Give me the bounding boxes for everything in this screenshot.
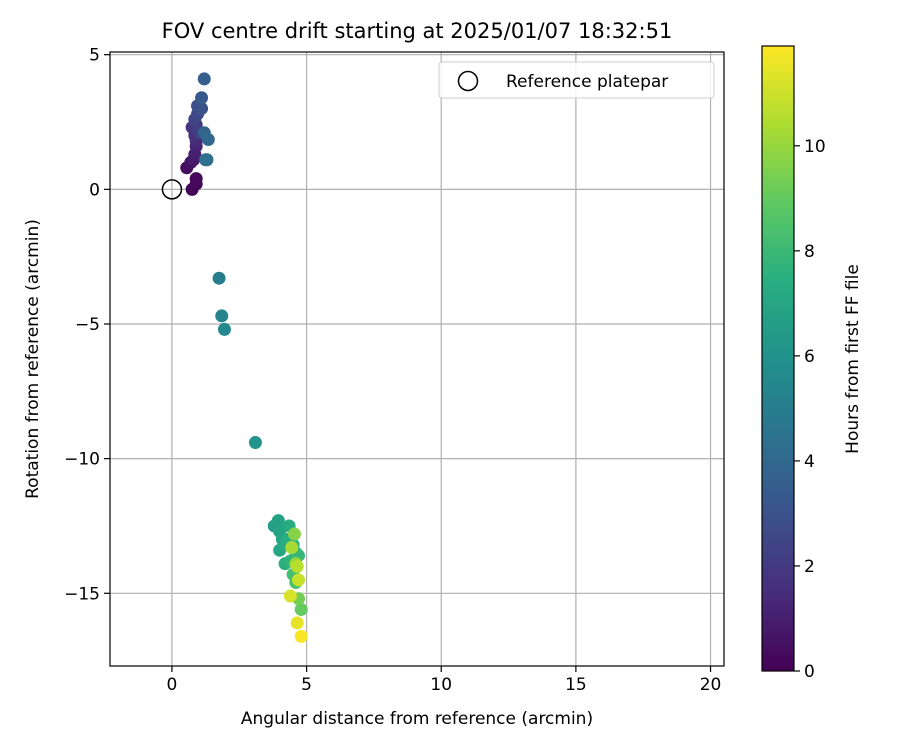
- y-tick-label: 0: [89, 180, 100, 200]
- data-point: [290, 559, 304, 573]
- x-tick-label: 10: [430, 675, 452, 695]
- data-point: [195, 91, 209, 105]
- chart-title: FOV centre drift starting at 2025/01/07 …: [162, 19, 673, 43]
- legend-entry-reference-platepar: Reference platepar: [506, 72, 668, 92]
- data-point: [215, 309, 229, 323]
- data-point: [212, 271, 226, 285]
- x-tick-label: 0: [167, 675, 178, 695]
- colorbar-tick-label: 8: [804, 242, 815, 262]
- data-point: [201, 133, 215, 147]
- colorbar-tick-label: 10: [804, 137, 826, 157]
- y-axis: 5 0 −5 −10 −15: [64, 46, 110, 604]
- colorbar-tick-label: 6: [804, 347, 815, 367]
- colorbar-ticks: 0 2 4 6 8 10: [794, 137, 826, 682]
- x-axis-label: Angular distance from reference (arcmin): [241, 709, 593, 729]
- y-axis-label: Rotation from reference (arcmin): [23, 219, 43, 499]
- data-point: [294, 629, 308, 643]
- data-point: [199, 153, 213, 167]
- data-point: [271, 514, 285, 528]
- data-point: [292, 573, 306, 587]
- data-point: [217, 322, 231, 336]
- plot-frame: [109, 51, 725, 667]
- y-tick-label: 5: [89, 46, 100, 66]
- data-point: [294, 602, 308, 616]
- legend-marker-icon: [457, 70, 479, 92]
- colorbar-tick-label: 2: [804, 557, 815, 577]
- x-tick-label: 5: [301, 675, 312, 695]
- reference-platepar-marker: [161, 179, 183, 200]
- data-point: [283, 589, 297, 603]
- x-tick-label: 15: [565, 675, 587, 695]
- data-point: [287, 527, 301, 541]
- legend: Reference platepar: [438, 61, 715, 99]
- data-point: [290, 616, 304, 630]
- legend-box: [438, 61, 715, 99]
- colorbar-tick-label: 0: [804, 662, 815, 682]
- y-tick-label: −15: [64, 584, 100, 604]
- grid: [110, 52, 724, 666]
- y-tick-label: −5: [75, 315, 100, 335]
- data-point: [248, 435, 262, 449]
- data-point: [285, 541, 299, 555]
- colorbar: 0 2 4 6 8 10 Hours from first FF file: [761, 45, 863, 682]
- x-tick-label: 20: [700, 675, 722, 695]
- data-point: [189, 172, 203, 186]
- data-points: [180, 72, 308, 643]
- y-tick-label: −10: [64, 450, 100, 470]
- data-point: [195, 102, 209, 116]
- data-point: [197, 72, 211, 86]
- colorbar-tick-label: 4: [804, 452, 815, 472]
- x-axis: 0 5 10 15 20: [167, 666, 722, 695]
- colorbar-label: Hours from first FF file: [843, 264, 863, 454]
- colorbar-gradient: [761, 45, 795, 672]
